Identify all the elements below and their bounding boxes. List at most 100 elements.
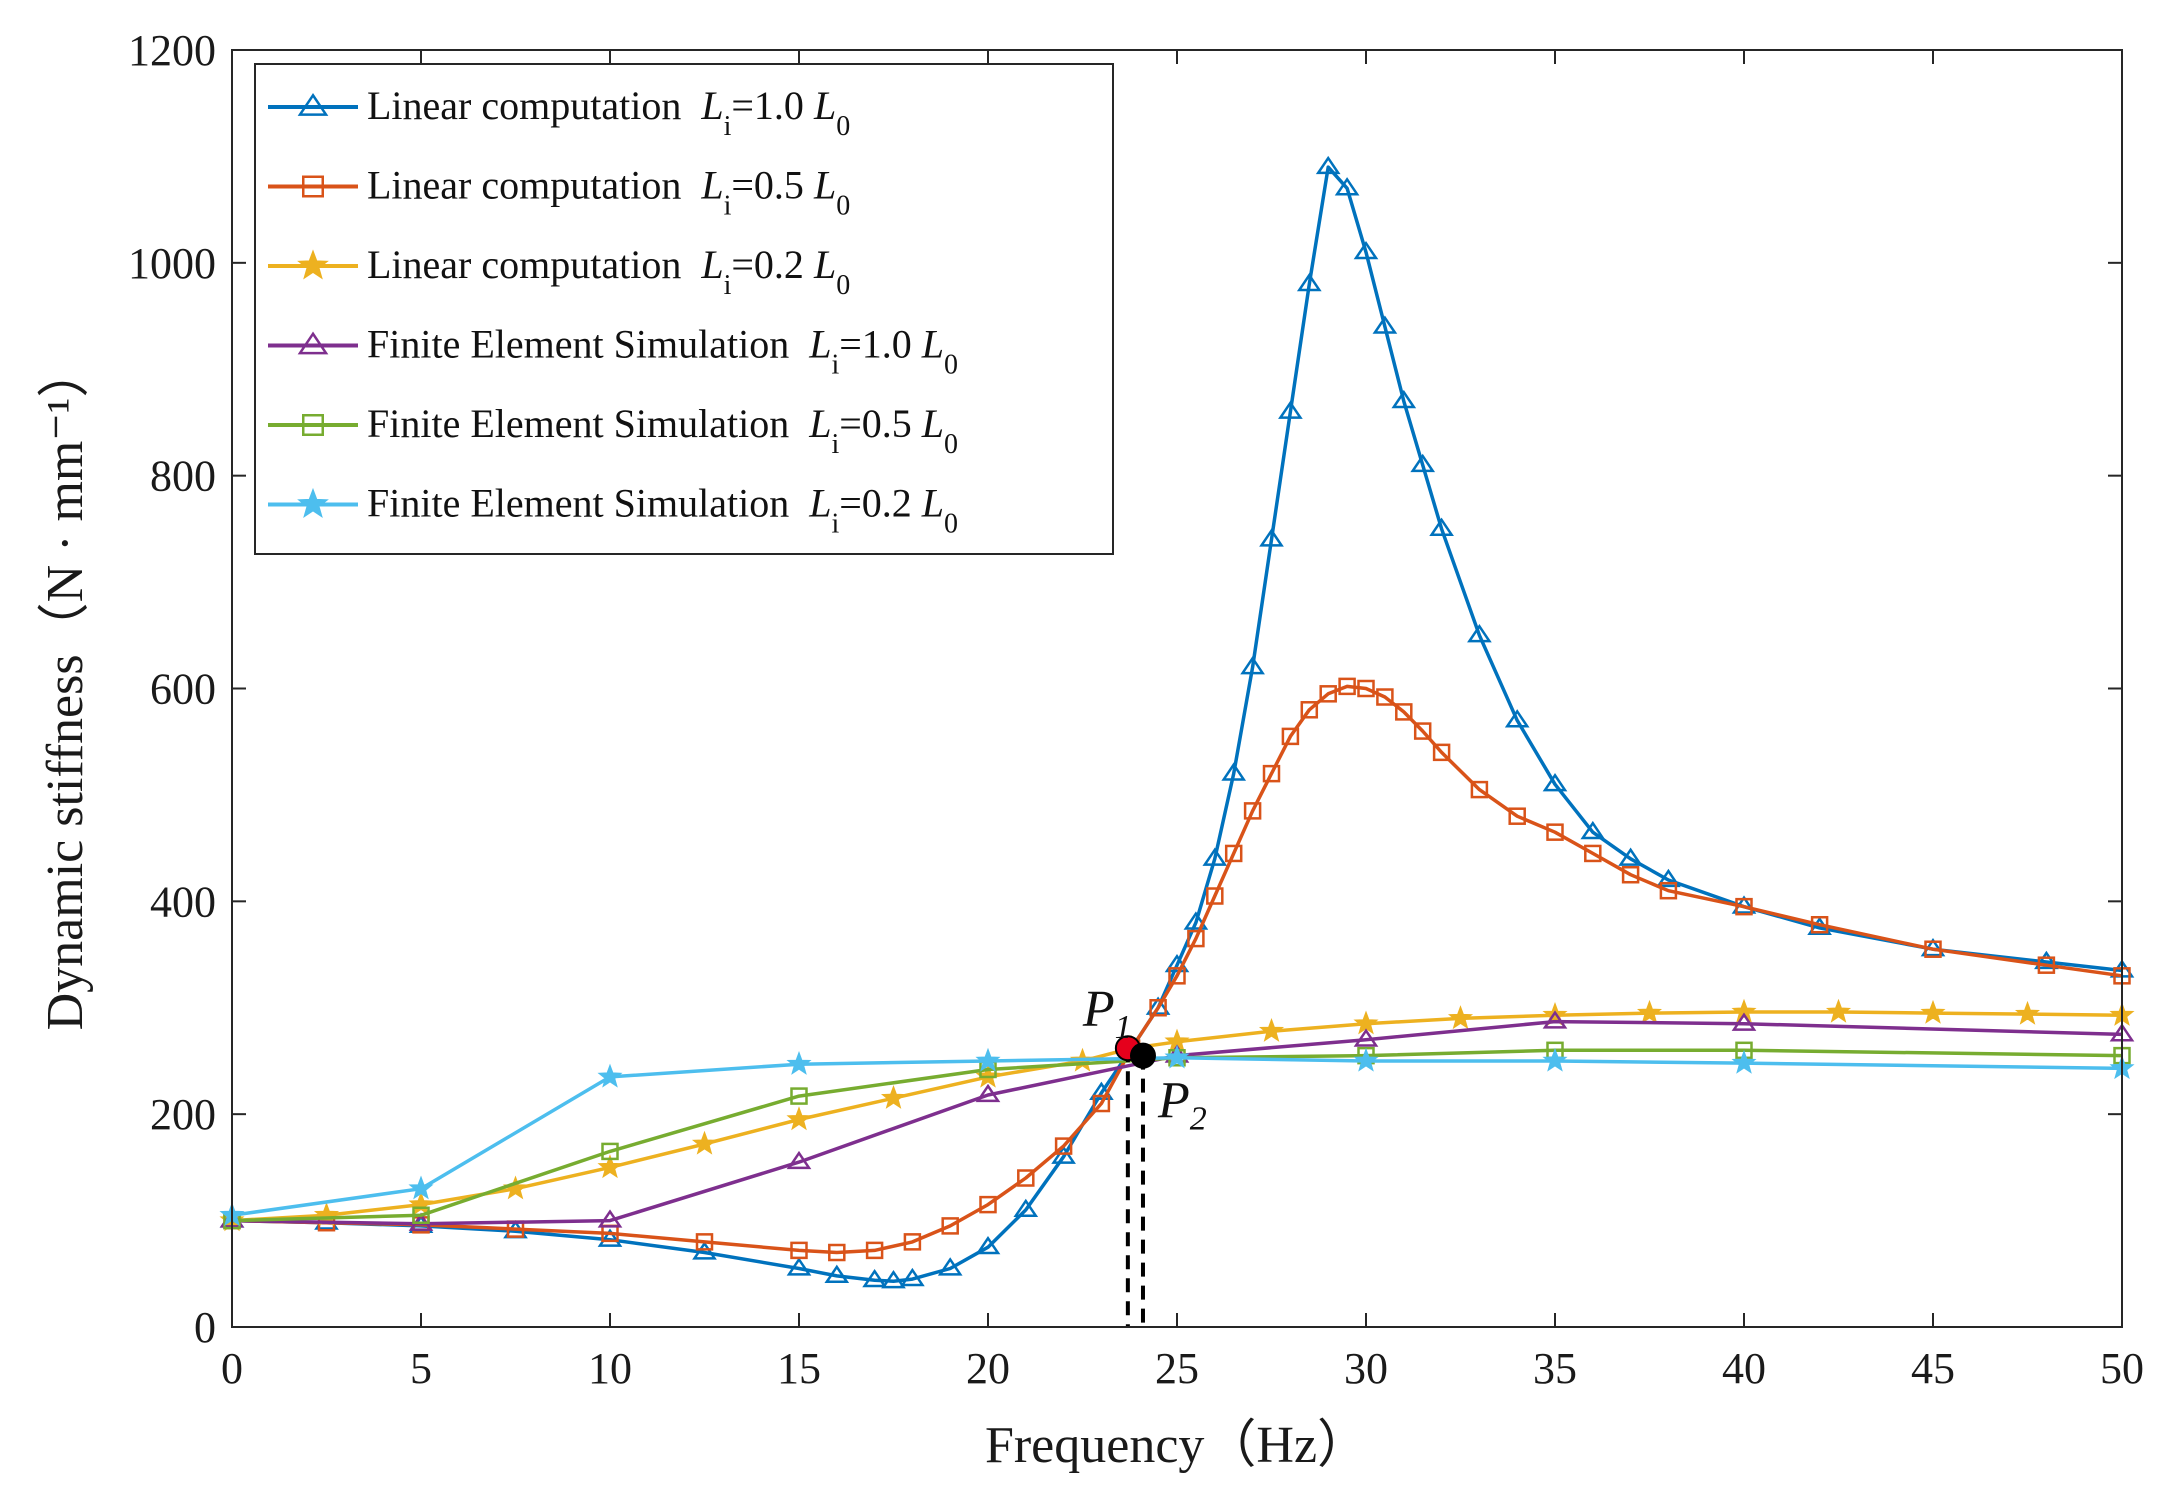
data-point: [1580, 820, 1606, 840]
data-point: [1013, 1198, 1039, 1218]
legend-label-ref: L: [921, 322, 944, 367]
data-point: [786, 1050, 812, 1075]
data-point: [1504, 709, 1530, 728]
data-point: [941, 1217, 959, 1235]
data-point: [1149, 999, 1167, 1017]
legend-label-ref: L: [813, 242, 836, 287]
data-point: [1508, 807, 1526, 825]
y-tick-label: 400: [150, 877, 216, 926]
data-point: [1542, 1010, 1568, 1029]
data-point: [1054, 1137, 1073, 1155]
legend-label-refsub: 0: [836, 111, 850, 142]
data-point: [979, 1195, 997, 1214]
y-tick-label: 1000: [128, 239, 216, 288]
data-point: [1315, 155, 1341, 175]
data-point: [828, 1243, 846, 1262]
data-point: [1731, 1049, 1757, 1074]
legend-swatch-marker: [297, 249, 329, 280]
data-point: [2014, 1000, 2041, 1025]
legend-label: Linear computation Li=0.5 L0: [367, 163, 850, 222]
annotation-letter: P: [1082, 981, 1115, 1038]
legend-label-prefix: Finite Element Simulation: [367, 401, 809, 446]
data-point: [1183, 911, 1209, 930]
data-point: [1920, 999, 1946, 1024]
data-point: [1584, 844, 1602, 863]
legend-label-ref: L: [813, 83, 836, 128]
legend-label-refsub: 0: [836, 270, 850, 301]
data-point: [1731, 1012, 1757, 1031]
data-point: [1168, 967, 1186, 985]
data-point: [1470, 780, 1489, 799]
legend-label-refsub: 0: [836, 191, 850, 222]
data-point: [1447, 1005, 1474, 1030]
data-point: [1542, 773, 1568, 792]
series-line-4: [231, 1019, 2123, 1226]
data-point: [1164, 1044, 1190, 1069]
data-point: [1357, 679, 1375, 698]
legend-entry-3: Linear computation Li=0.2 L0: [268, 242, 850, 301]
legend-swatch-marker: [297, 331, 329, 355]
legend-entry-5: Finite Element Simulation Li=0.5 L0: [268, 401, 958, 460]
data-point: [824, 1264, 850, 1284]
legend-label-ref: L: [921, 401, 944, 446]
data-point: [1353, 1028, 1379, 1047]
data-point: [1187, 929, 1205, 948]
legend-label-sub: i: [831, 429, 839, 460]
data-point: [1432, 743, 1451, 762]
data-point: [1376, 688, 1394, 706]
data-point: [1300, 701, 1319, 719]
data-point: [900, 1267, 925, 1287]
data-point: [691, 1130, 718, 1155]
series-line-5: [231, 1048, 2123, 1223]
data-point: [1259, 528, 1284, 547]
data-point: [408, 1191, 434, 1216]
data-point: [1636, 999, 1663, 1024]
legend-label: Finite Element Simulation Li=1.0 L0: [367, 322, 958, 381]
x-tick-label: 5: [410, 1344, 432, 1393]
data-point: [865, 1241, 884, 1260]
legend-swatch-marker: [302, 414, 324, 436]
annotation-letter: P: [1157, 1073, 1190, 1130]
x-tick-label: 15: [777, 1344, 821, 1393]
data-point: [313, 1202, 340, 1226]
data-point: [597, 1228, 623, 1247]
legend-entry-2: Linear computation Li=0.5 L0: [268, 163, 850, 222]
legend-label-var: L: [808, 322, 831, 367]
data-point: [408, 1175, 434, 1200]
legend-label-refsub: 0: [944, 429, 958, 460]
legend-swatch-marker: [297, 487, 329, 519]
x-tick-label: 50: [2100, 1344, 2144, 1393]
x-tick-label: 25: [1155, 1344, 1199, 1393]
data-point: [786, 1257, 812, 1276]
x-tick-label: 30: [1344, 1344, 1388, 1393]
legend-label-refsub: 0: [944, 350, 958, 381]
legend-label-sub: i: [724, 191, 732, 222]
data-point: [1546, 823, 1564, 841]
legend-label: Finite Element Simulation Li=0.5 L0: [367, 401, 958, 460]
legend-label-sub: i: [831, 350, 839, 381]
legend-entry-4: Finite Element Simulation Li=1.0 L0: [268, 322, 958, 381]
data-point: [2034, 950, 2059, 970]
series-layer: [219, 155, 2135, 1289]
annotation-subscript: 1: [1115, 1009, 1132, 1046]
data-point: [903, 1233, 922, 1251]
legend-label-sub: i: [724, 111, 732, 142]
data-point: [880, 1084, 907, 1109]
y-tick-label: 0: [194, 1303, 216, 1352]
annotation-point-2: [1129, 1042, 1156, 1069]
y-tick-label: 200: [150, 1090, 216, 1139]
data-point: [881, 1270, 906, 1289]
data-point: [1092, 1094, 1111, 1113]
data-point: [1296, 272, 1322, 292]
data-point: [1372, 315, 1398, 334]
legend-label-ratio: =0.2: [839, 481, 922, 526]
data-point: [1621, 865, 1640, 884]
data-point: [1145, 996, 1171, 1015]
data-point: [1735, 897, 1753, 916]
legend-label-ratio: =1.0: [839, 322, 922, 367]
data-point: [1810, 915, 1829, 934]
legend-label-var: L: [700, 83, 723, 128]
legend-label-prefix: Linear computation: [367, 83, 701, 128]
data-point: [597, 1154, 623, 1179]
